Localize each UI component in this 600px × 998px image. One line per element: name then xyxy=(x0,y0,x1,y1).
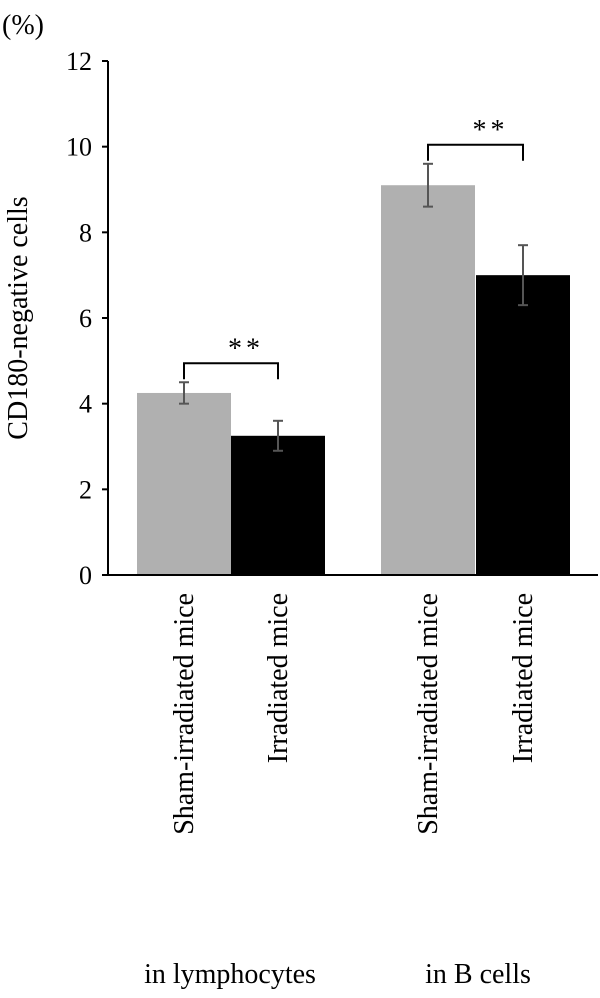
error-bars xyxy=(179,162,528,452)
category-label: Sham-irradiated mice xyxy=(413,593,444,835)
bar xyxy=(231,435,325,575)
category-label: Irradiated mice xyxy=(263,593,294,763)
bar xyxy=(476,275,570,575)
significance-label: ** xyxy=(473,115,509,146)
y-tick-label: 0 xyxy=(79,561,92,590)
group-labels: in lymphocytes in B cells xyxy=(144,959,531,990)
group-label: in B cells xyxy=(425,959,531,990)
y-tick-label: 2 xyxy=(79,475,92,504)
y-tick-label: 6 xyxy=(79,304,92,333)
category-labels: Sham-irradiated mice Irradiated mice Sham-… xyxy=(169,593,539,835)
y-tick-label: 4 xyxy=(79,390,92,419)
significance-brackets: ** ** xyxy=(183,115,524,380)
bars xyxy=(137,185,570,575)
category-label: Irradiated mice xyxy=(508,593,539,763)
significance-label: ** xyxy=(228,333,264,364)
significance-bracket xyxy=(427,143,524,161)
bar xyxy=(381,185,475,575)
group-label: in lymphocytes xyxy=(144,959,316,990)
category-label: Sham-irradiated mice xyxy=(169,593,200,835)
bar xyxy=(137,392,231,575)
y-axis-title: CD180-negative cells xyxy=(3,196,34,439)
y-axis-ticks: 0 2 4 6 8 10 12 xyxy=(66,47,108,590)
y-tick-label: 8 xyxy=(79,218,92,247)
significance-bracket xyxy=(183,362,279,380)
y-tick-label: 12 xyxy=(66,47,92,76)
y-unit-label: (%) xyxy=(2,10,44,41)
y-tick-label: 10 xyxy=(66,133,92,162)
